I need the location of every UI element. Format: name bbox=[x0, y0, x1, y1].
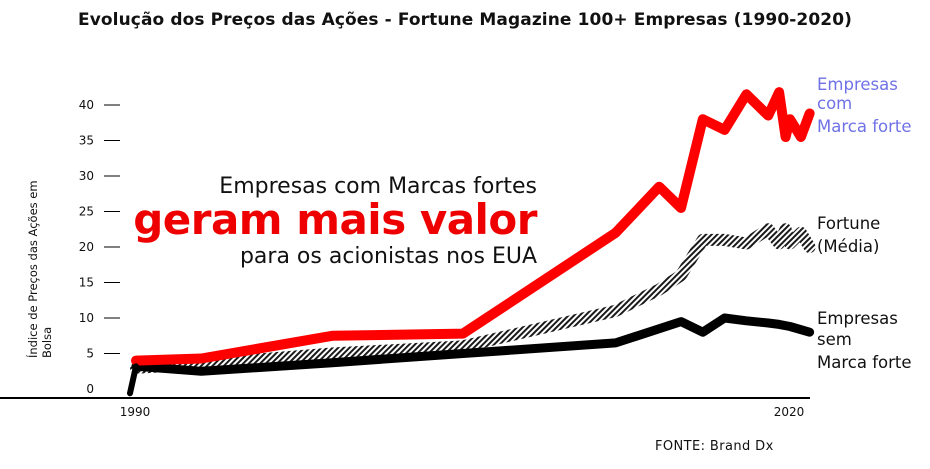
legend-weak-line-2: sem bbox=[817, 330, 852, 349]
y-tick-label: 30 bbox=[79, 169, 94, 183]
series-line-average bbox=[130, 223, 816, 374]
series-group bbox=[127, 87, 816, 397]
y-tick-label: 35 bbox=[79, 134, 94, 148]
series-line-strong-brand bbox=[131, 87, 815, 366]
legend-avg-line-2: (Média) bbox=[817, 237, 880, 256]
legend-weak-line-1: Empresas bbox=[817, 309, 898, 328]
annotation-line-2: geram mais valor bbox=[133, 195, 537, 244]
y-tick-label: 5 bbox=[86, 347, 94, 361]
x-tick-label: 2020 bbox=[774, 405, 805, 419]
chart-title: Evolução dos Preços das Ações - Fortune … bbox=[77, 10, 852, 30]
y-tick-label: 20 bbox=[79, 240, 94, 254]
legend-weak-line-3: Marca forte bbox=[817, 353, 912, 372]
x-tick-label: 1990 bbox=[120, 405, 151, 419]
legend-label-average: Fortune (Média) bbox=[817, 214, 927, 256]
legend-avg-line-1: Fortune bbox=[817, 214, 881, 233]
annotation-line-3: para os acionistas nos EUA bbox=[239, 244, 537, 269]
y-tick-label: 25 bbox=[79, 205, 94, 219]
legend-label-strong-brand: Empresas com Marca forte bbox=[817, 75, 927, 136]
axes-group: 0 5 10 15 20 25 30 35 40 1990 2020 bbox=[0, 98, 810, 419]
legend-strong-line-1: Empresas bbox=[817, 75, 898, 94]
annotation-line-1: Empresas com Marcas fortes bbox=[219, 174, 537, 199]
source-note: FONTE: Brand Dx bbox=[655, 439, 774, 454]
legend-label-weak-brand: Empresas sem Marca forte bbox=[817, 309, 927, 372]
y-tick-label: 15 bbox=[79, 276, 94, 290]
y-tick-label: 40 bbox=[79, 98, 94, 112]
y-tick-label: 0 bbox=[86, 382, 94, 396]
y-tick-label: 10 bbox=[79, 311, 94, 325]
series-line-weak-brand bbox=[131, 313, 815, 376]
series-line-weak-brand-start bbox=[127, 363, 139, 397]
legend-strong-line-3: Marca forte bbox=[817, 117, 912, 136]
legend-strong-line-2: com bbox=[817, 94, 853, 113]
